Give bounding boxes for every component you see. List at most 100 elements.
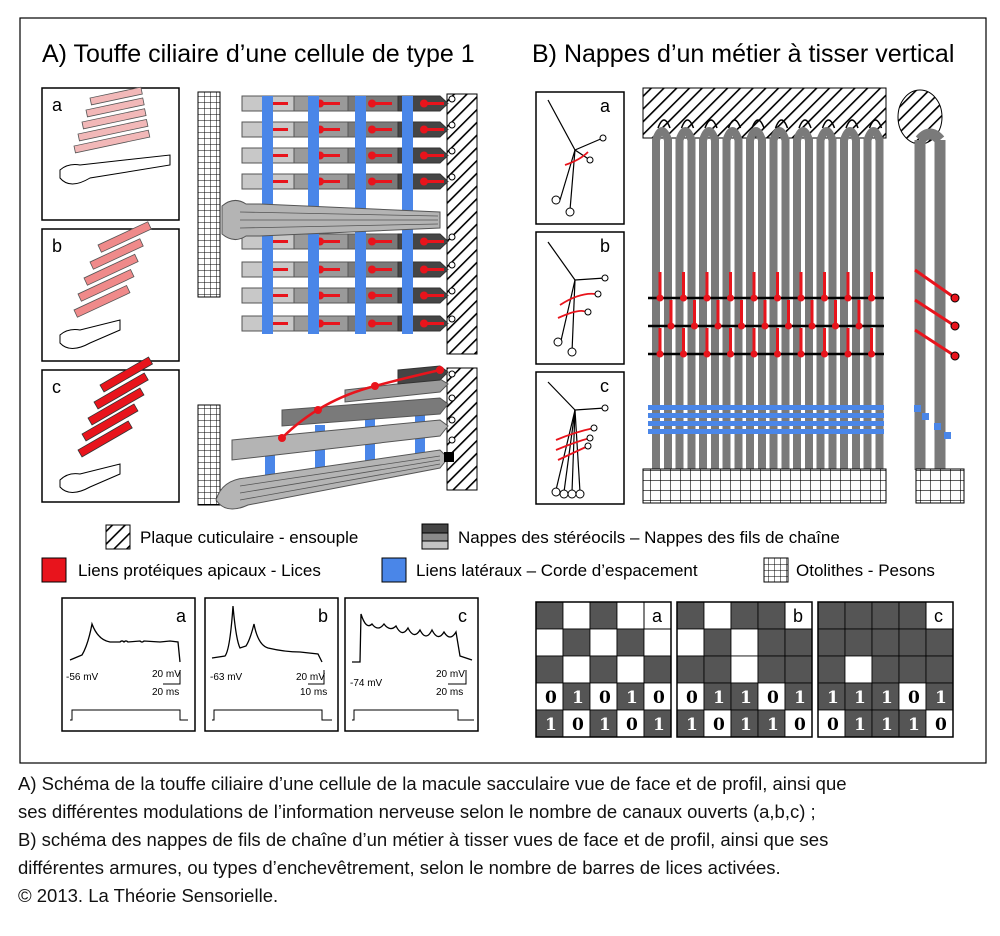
heddle-eye bbox=[868, 350, 875, 358]
apical-link-node bbox=[420, 125, 428, 134]
weave-grid-c: c1 1 1 0 10 1 1 1 0 bbox=[817, 601, 954, 738]
binary-digit: 0 bbox=[908, 688, 920, 708]
loom-inset-b-letter: b bbox=[600, 236, 610, 256]
binary-cell bbox=[784, 682, 813, 711]
weave-cell bbox=[562, 601, 591, 630]
weave-cell bbox=[871, 655, 900, 684]
apical-link-node bbox=[368, 125, 376, 134]
weave-cell bbox=[535, 655, 564, 684]
weave-cell bbox=[589, 655, 618, 684]
warp-thread bbox=[793, 127, 813, 470]
apical-link-node bbox=[420, 99, 428, 108]
binary-digit: 0 bbox=[626, 715, 638, 735]
weave-cell bbox=[844, 601, 873, 630]
binary-cell bbox=[616, 682, 645, 711]
side-view bbox=[197, 365, 478, 510]
binary-digit: 1 bbox=[908, 715, 920, 735]
inset-c: c bbox=[41, 356, 180, 503]
weave-cell bbox=[844, 628, 873, 657]
binary-cell bbox=[562, 682, 591, 711]
binary-digit: 1 bbox=[572, 688, 584, 708]
weave-cell bbox=[757, 601, 786, 630]
weave-cell bbox=[817, 601, 846, 630]
insertion-point bbox=[448, 287, 456, 295]
warp-loop bbox=[774, 119, 789, 129]
trace-a: a -56 mV 20 mV 20 ms bbox=[61, 597, 196, 732]
heddle-eye bbox=[821, 350, 828, 358]
insertion-point bbox=[448, 95, 456, 103]
heddle-eye bbox=[808, 322, 816, 330]
heddle-eye bbox=[691, 322, 698, 330]
legend-swatch-nappes bbox=[421, 523, 449, 550]
heddle-eye bbox=[680, 294, 687, 302]
caption-line: ses différentes modulations de l’informa… bbox=[18, 801, 816, 822]
weave-cell bbox=[898, 601, 927, 630]
binary-cell bbox=[925, 709, 954, 738]
weave-letter-box bbox=[784, 601, 813, 630]
figure: A) Touffe ciliaire d’une cellule de type… bbox=[19, 17, 987, 764]
binary-digit: 0 bbox=[713, 715, 725, 735]
heddle-eye bbox=[656, 350, 664, 358]
trace-c-letter: c bbox=[458, 606, 467, 626]
warp-thread bbox=[746, 127, 766, 470]
warp-loop bbox=[751, 119, 765, 129]
legend-swatch-lateral bbox=[381, 557, 407, 583]
binary-cell bbox=[562, 709, 591, 738]
spacing-cord bbox=[648, 405, 884, 410]
apical-link-node bbox=[368, 151, 376, 160]
cuticular-plate-bottom bbox=[446, 367, 478, 491]
weave-cell bbox=[643, 655, 672, 684]
apical-link-node bbox=[368, 237, 376, 246]
binary-digit: 1 bbox=[740, 715, 752, 735]
weave-cell bbox=[844, 655, 873, 684]
weave-cell bbox=[703, 628, 732, 657]
weave-cell bbox=[676, 628, 705, 657]
heddle-bars bbox=[648, 272, 884, 434]
apical-link-node bbox=[368, 265, 376, 274]
weave-cell bbox=[616, 655, 645, 684]
loom-inset-a: a bbox=[535, 91, 625, 225]
trace-b-voltage: -63 mV bbox=[210, 672, 243, 683]
warp-thread bbox=[699, 127, 719, 470]
warp-thread bbox=[769, 127, 790, 470]
weave-cell bbox=[925, 655, 954, 684]
insertion-point bbox=[448, 147, 456, 155]
weave-cell bbox=[817, 655, 846, 684]
weave-cell bbox=[676, 601, 705, 630]
binary-cell bbox=[730, 709, 759, 738]
apical-link-node bbox=[368, 177, 376, 186]
weave-cell bbox=[784, 628, 813, 657]
insertion-point bbox=[448, 315, 456, 323]
trace-b: b -63 mV 20 mV 10 ms bbox=[204, 597, 339, 732]
binary-digit: 1 bbox=[626, 688, 638, 708]
weave-cell bbox=[643, 628, 672, 657]
front-view bbox=[197, 91, 478, 355]
inset-a: a bbox=[41, 86, 180, 221]
weave-letter: a bbox=[652, 606, 663, 626]
warp-thread bbox=[675, 127, 696, 470]
heddle-eye bbox=[855, 322, 863, 330]
weave-patterns: a0 1 0 1 01 0 1 0 1b0 1 1 0 11 0 1 1 0c1 1 1 0 10 1 1 1 0 bbox=[535, 601, 954, 738]
weave-cell bbox=[871, 628, 900, 657]
weave-cell bbox=[757, 628, 786, 657]
warp-loop bbox=[680, 119, 695, 129]
figure-frame bbox=[19, 17, 987, 764]
otolith-block-bottom bbox=[197, 404, 221, 506]
binary-digit: 1 bbox=[854, 715, 866, 735]
binary-digit: 0 bbox=[572, 715, 584, 735]
binary-cell bbox=[871, 682, 900, 711]
heddle-eye bbox=[774, 294, 781, 302]
weave-cell bbox=[817, 628, 846, 657]
warp-threads bbox=[652, 119, 884, 470]
trace-c-voltage: -74 mV bbox=[350, 678, 383, 689]
binary-cell bbox=[730, 682, 759, 711]
trace-a-scale-v: 20 mV bbox=[152, 669, 181, 680]
weave-letter: b bbox=[793, 606, 803, 626]
binary-cell bbox=[898, 682, 927, 711]
weave-frame bbox=[535, 601, 672, 738]
loom-inset-c-letter: c bbox=[600, 376, 609, 396]
warp-loop bbox=[704, 119, 718, 129]
spacing-cord bbox=[648, 429, 884, 434]
heddle-eye bbox=[714, 322, 722, 330]
heddle-eye bbox=[727, 294, 734, 302]
